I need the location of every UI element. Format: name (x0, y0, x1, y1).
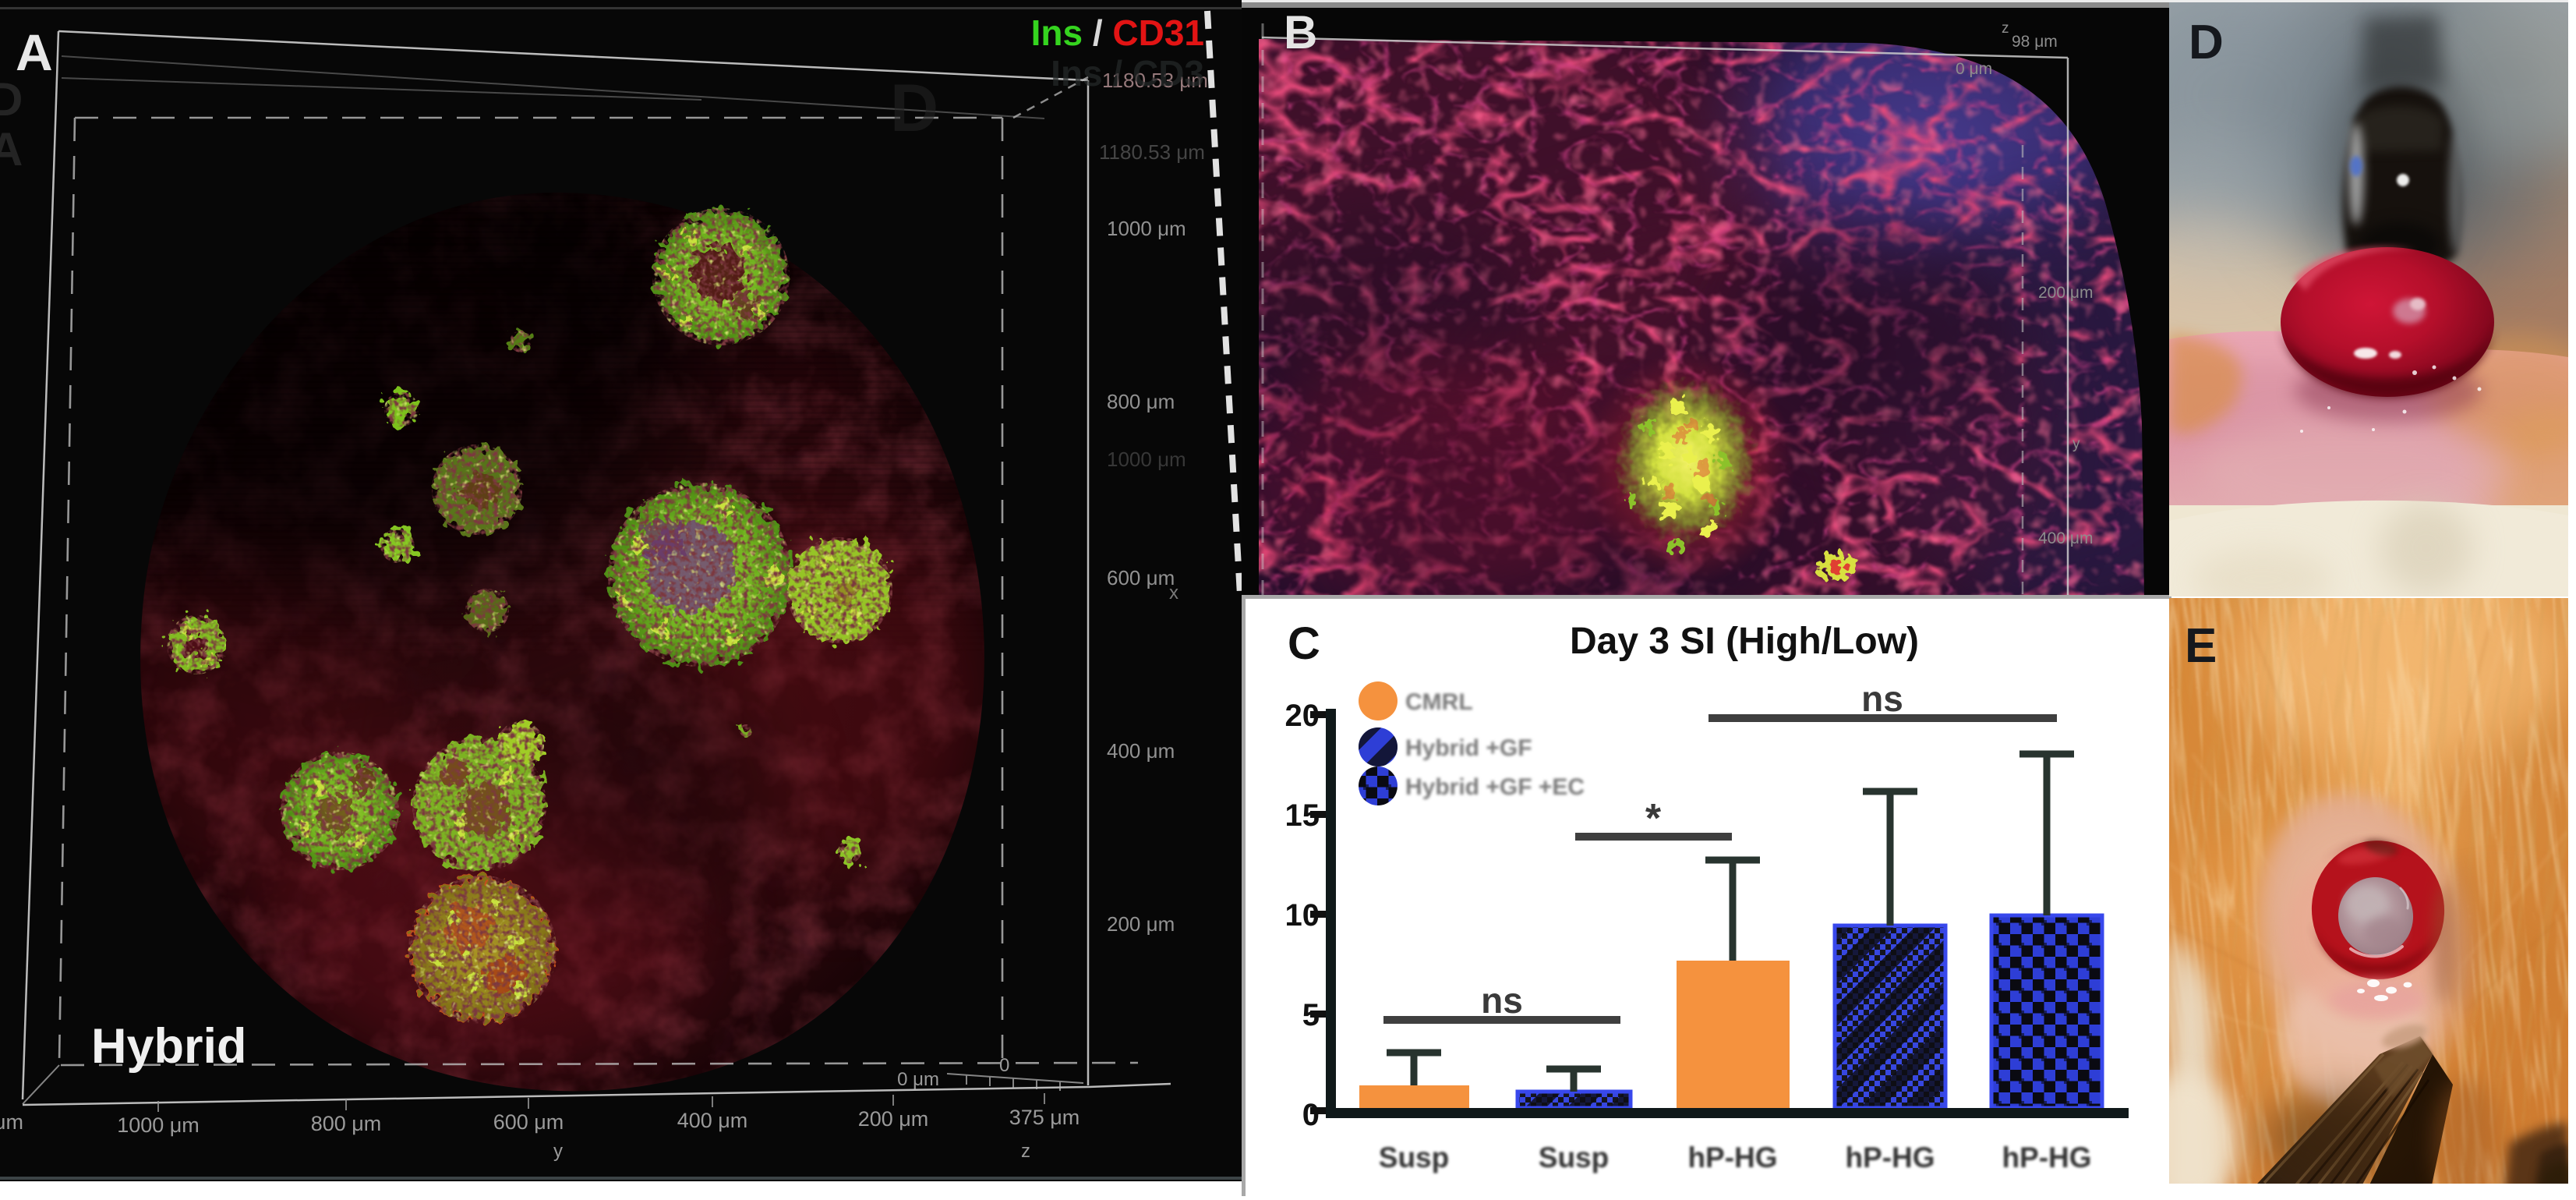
svg-text:μm: μm (0, 1110, 23, 1134)
svg-text:ns: ns (1481, 980, 1523, 1021)
svg-text:x: x (1169, 582, 1178, 604)
svg-text:C: C (1288, 618, 1320, 669)
svg-text:200 μm: 200 μm (1107, 912, 1175, 936)
svg-text:15: 15 (1285, 798, 1320, 833)
svg-text:ns: ns (1861, 678, 1903, 719)
svg-text:Day 3 SI (High/Low): Day 3 SI (High/Low) (1570, 621, 1919, 662)
svg-text:0: 0 (1302, 1098, 1320, 1132)
svg-text:z: z (1021, 1141, 1030, 1162)
svg-text:200 μm: 200 μm (858, 1107, 929, 1131)
svg-text:y: y (2072, 436, 2080, 452)
svg-text:400 μm: 400 μm (1107, 739, 1175, 763)
svg-text:A: A (16, 23, 53, 81)
svg-text:A: A (0, 123, 23, 175)
svg-text:D: D (0, 73, 23, 126)
svg-text:0 μm: 0 μm (1956, 60, 1992, 78)
svg-text:400 μm: 400 μm (677, 1109, 748, 1132)
svg-text:20: 20 (1285, 699, 1320, 733)
svg-text:0 μm: 0 μm (897, 1069, 939, 1090)
svg-text:5: 5 (1302, 998, 1320, 1032)
svg-text:hP-HG: hP-HG (1845, 1142, 1935, 1173)
svg-text:0: 0 (999, 1055, 1009, 1076)
svg-text:D: D (2189, 16, 2224, 69)
svg-text:Ins / CD31: Ins / CD31 (1031, 12, 1204, 53)
svg-text:375 μm: 375 μm (1009, 1106, 1080, 1129)
svg-text:800 μm: 800 μm (311, 1112, 382, 1135)
svg-text:98 μm: 98 μm (2012, 33, 2058, 51)
svg-text:800 μm: 800 μm (1107, 390, 1175, 413)
svg-text:z: z (2002, 20, 2009, 37)
svg-text:CMRL: CMRL (1405, 689, 1473, 715)
svg-text:Ins / CD3: Ins / CD3 (1051, 53, 1204, 94)
svg-text:1000 μm: 1000 μm (1107, 217, 1186, 240)
svg-text:400 μm: 400 μm (2038, 529, 2093, 547)
svg-text:1180.53 μm: 1180.53 μm (1099, 140, 1205, 164)
svg-text:hP-HG: hP-HG (1687, 1142, 1777, 1173)
svg-text:Hybrid +GF +EC: Hybrid +GF +EC (1405, 774, 1585, 800)
svg-text:1000 μm: 1000 μm (117, 1113, 200, 1137)
svg-text:hP-HG: hP-HG (2002, 1142, 2091, 1173)
svg-text:Hybrid +GF: Hybrid +GF (1405, 735, 1532, 761)
svg-text:Susp: Susp (1379, 1142, 1449, 1173)
svg-text:10: 10 (1285, 898, 1320, 933)
svg-text:1180.53 μm: 1180.53 μm (1102, 69, 1208, 92)
svg-text:D: D (890, 71, 938, 146)
svg-text:B: B (1284, 6, 1317, 58)
svg-text:Hybrid: Hybrid (91, 1019, 247, 1074)
svg-text:*: * (1645, 796, 1662, 841)
svg-text:600 μm: 600 μm (1107, 566, 1175, 589)
svg-text:y: y (553, 1141, 563, 1162)
svg-text:E: E (2185, 619, 2217, 673)
svg-text:200 μm: 200 μm (2038, 284, 2093, 302)
svg-text:1000 μm: 1000 μm (1107, 448, 1186, 471)
svg-text:600 μm: 600 μm (493, 1110, 564, 1134)
svg-text:Susp: Susp (1539, 1142, 1609, 1173)
